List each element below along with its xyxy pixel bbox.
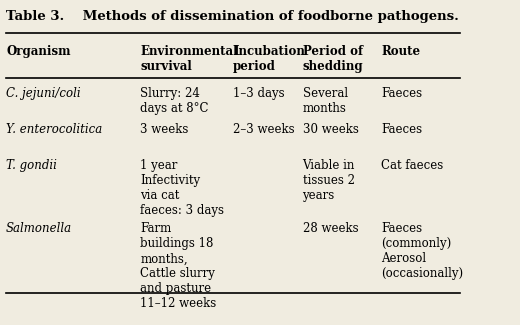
Text: Y. enterocolitica: Y. enterocolitica xyxy=(6,123,102,136)
Text: Faeces
(commonly)
Aerosol
(occasionally): Faeces (commonly) Aerosol (occasionally) xyxy=(381,222,463,280)
Text: Several
months: Several months xyxy=(303,87,348,115)
Text: 3 weeks: 3 weeks xyxy=(140,123,189,136)
Text: 30 weeks: 30 weeks xyxy=(303,123,358,136)
Text: Faeces: Faeces xyxy=(381,87,422,100)
Text: Period of
shedding: Period of shedding xyxy=(303,45,363,73)
Text: 28 weeks: 28 weeks xyxy=(303,222,358,235)
Text: Environmental
survival: Environmental survival xyxy=(140,45,238,73)
Text: Viable in
tissues 2
years: Viable in tissues 2 years xyxy=(303,159,355,202)
Text: C. jejuni/coli: C. jejuni/coli xyxy=(6,87,81,100)
Text: 1 year
Infectivity
via cat
faeces: 3 days: 1 year Infectivity via cat faeces: 3 day… xyxy=(140,159,225,217)
Text: Table 3.    Methods of dissemination of foodborne pathogens.: Table 3. Methods of dissemination of foo… xyxy=(6,10,459,23)
Text: 1–3 days: 1–3 days xyxy=(233,87,284,100)
Text: Salmonella: Salmonella xyxy=(6,222,72,235)
Text: Route: Route xyxy=(381,45,421,58)
Text: Organism: Organism xyxy=(6,45,71,58)
Text: Cat faeces: Cat faeces xyxy=(381,159,444,172)
Text: 2–3 weeks: 2–3 weeks xyxy=(233,123,295,136)
Text: Incubation
period: Incubation period xyxy=(233,45,305,73)
Text: Slurry: 24
days at 8°C: Slurry: 24 days at 8°C xyxy=(140,87,209,115)
Text: T. gondii: T. gondii xyxy=(6,159,57,172)
Text: Faeces: Faeces xyxy=(381,123,422,136)
Text: Farm
buildings 18
months,
Cattle slurry
and pasture
11–12 weeks: Farm buildings 18 months, Cattle slurry … xyxy=(140,222,217,310)
